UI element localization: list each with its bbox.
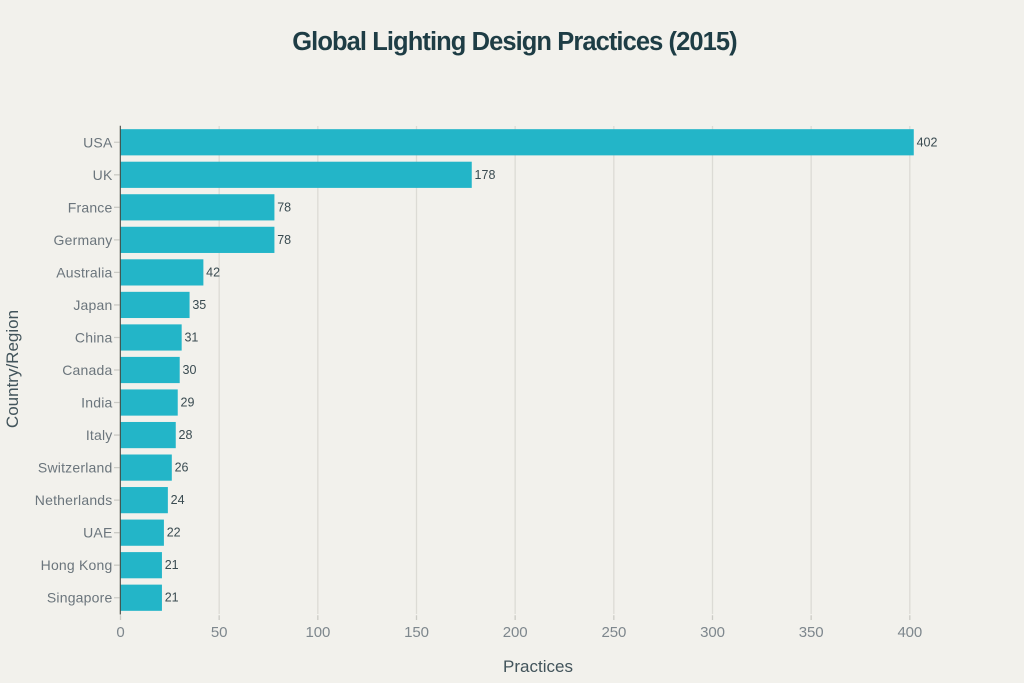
svg-text:30: 30 xyxy=(183,363,197,377)
svg-text:0: 0 xyxy=(116,624,124,641)
svg-text:28: 28 xyxy=(179,428,193,442)
svg-text:Global Lighting Design Practic: Global Lighting Design Practices (2015) xyxy=(292,28,737,56)
svg-text:78: 78 xyxy=(277,233,291,247)
svg-text:Germany: Germany xyxy=(54,232,113,248)
svg-text:China: China xyxy=(75,329,113,345)
svg-text:402: 402 xyxy=(917,135,938,149)
svg-text:35: 35 xyxy=(192,298,206,312)
svg-text:Singapore: Singapore xyxy=(47,590,113,606)
svg-text:Hong Kong: Hong Kong xyxy=(41,557,113,573)
svg-text:Switzerland: Switzerland xyxy=(38,460,113,476)
svg-text:Italy: Italy xyxy=(86,427,113,443)
svg-text:29: 29 xyxy=(181,396,195,410)
svg-text:50: 50 xyxy=(211,624,228,641)
svg-text:France: France xyxy=(68,199,113,215)
svg-text:150: 150 xyxy=(404,624,429,641)
svg-text:78: 78 xyxy=(277,200,291,214)
svg-text:Country/Region: Country/Region xyxy=(3,310,22,428)
svg-text:21: 21 xyxy=(165,591,179,605)
svg-text:178: 178 xyxy=(475,168,496,182)
svg-text:100: 100 xyxy=(305,624,330,641)
svg-text:UAE: UAE xyxy=(83,525,112,541)
svg-text:400: 400 xyxy=(897,624,922,641)
svg-text:350: 350 xyxy=(799,624,824,641)
svg-text:Netherlands: Netherlands xyxy=(35,492,113,508)
svg-text:200: 200 xyxy=(503,624,528,641)
svg-text:42: 42 xyxy=(206,265,220,279)
svg-text:300: 300 xyxy=(700,624,725,641)
svg-text:26: 26 xyxy=(175,461,189,475)
svg-text:22: 22 xyxy=(167,526,181,540)
svg-text:UK: UK xyxy=(93,167,113,183)
svg-text:31: 31 xyxy=(184,330,198,344)
svg-text:Australia: Australia xyxy=(56,264,112,280)
svg-text:Canada: Canada xyxy=(62,362,112,378)
svg-text:USA: USA xyxy=(83,134,113,150)
svg-text:21: 21 xyxy=(165,558,179,572)
svg-text:India: India xyxy=(81,395,112,411)
svg-text:250: 250 xyxy=(601,624,626,641)
svg-text:Practices: Practices xyxy=(503,657,573,676)
svg-text:Japan: Japan xyxy=(73,297,112,313)
svg-text:24: 24 xyxy=(171,493,185,507)
